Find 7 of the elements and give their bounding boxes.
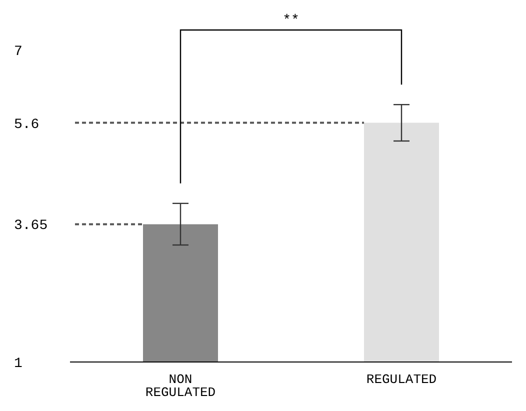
y-tick-label: 5.6 (14, 116, 40, 133)
y-tick-label: 1 (14, 356, 22, 372)
x-tick-label: NON REGULATED (145, 372, 216, 400)
y-tick-label: 3.65 (14, 218, 48, 234)
x-tick-label: REGULATED (366, 372, 437, 388)
text: ** (282, 13, 300, 29)
y-tick-label: 7 (14, 44, 22, 60)
